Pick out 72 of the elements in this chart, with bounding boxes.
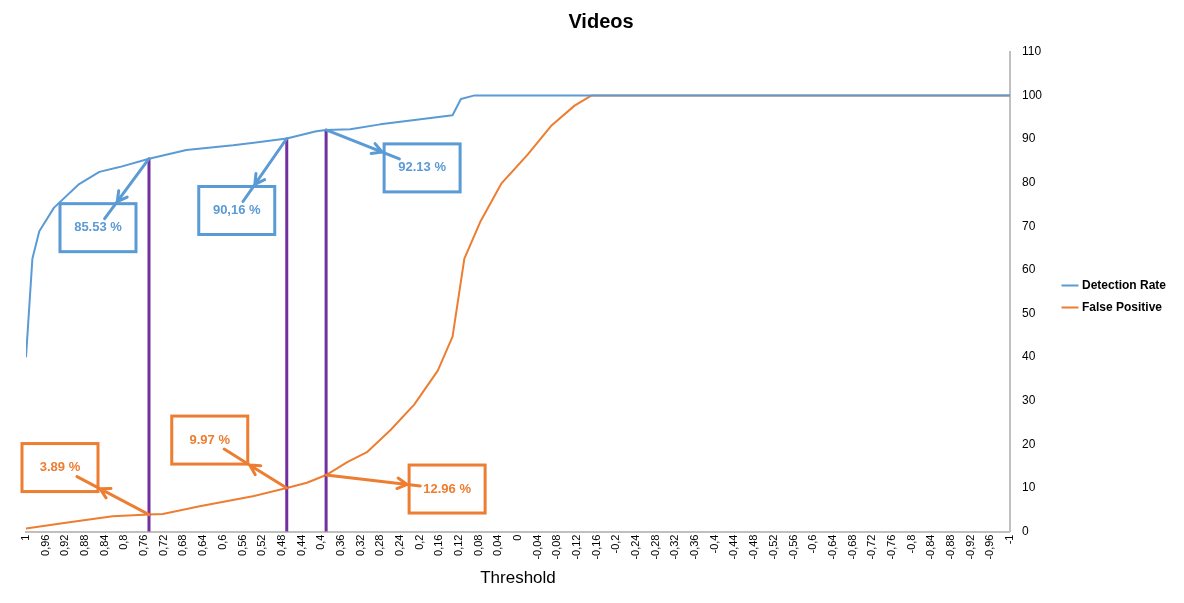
x-tick-label: -0,84 [924,534,937,560]
x-tick-label: -0,92 [963,534,976,560]
x-tick-label: 0,24 [392,534,405,556]
y-tick-label: 10 [1021,480,1036,495]
annotation: 3.89 % [39,459,81,475]
x-tick-label: 0,16 [432,534,445,556]
y-tick-label: 80 [1021,175,1036,190]
x-tick-label: -0,4 [707,534,720,554]
x-tick-label: 0,76 [137,534,150,556]
x-tick-label: 0,6 [215,534,228,550]
y-tick-label: 50 [1021,305,1036,320]
x-tick-label: -0,48 [747,534,760,560]
x-tick-label: 0,12 [451,534,464,556]
x-tick-label: 0,56 [235,534,248,556]
x-tick-label: -0,72 [865,534,878,560]
y-tick-label: 60 [1021,262,1036,277]
x-tick-label: -0,64 [825,534,838,560]
x-tick-label: -0,52 [766,534,779,560]
x-tick-label: 0,88 [78,534,91,556]
y-tick-label: 30 [1021,393,1036,408]
x-tick-label: 0 [511,534,524,541]
x-tick-label: 0,96 [38,534,51,556]
y-tick-label: 110 [1021,44,1042,59]
x-tick-label: 0,08 [471,534,484,556]
annotation: 92.13 % [398,159,447,175]
y-tick-label: 70 [1021,218,1036,233]
x-tick-label: -0,36 [688,534,701,560]
x-tick-label: 0,28 [373,534,386,556]
y-tick-label: 90 [1021,131,1036,146]
x-tick-label: 0,36 [333,534,346,556]
x-tick-label: 0,68 [176,534,189,556]
x-tick-label: 0,04 [491,534,504,556]
x-tick-label: 0,72 [156,534,169,556]
x-tick-label: -0,6 [806,534,819,554]
x-tick-label: -0,96 [983,534,996,560]
x-tick-label: -0,88 [943,534,956,560]
x-tick-label: -0,08 [550,534,563,560]
x-tick-label: -0,28 [648,534,661,560]
annotation: 12.96 % [423,480,472,496]
x-tick-label: -1 [1002,534,1015,545]
x-tick-label: -0,16 [589,534,602,560]
x-tick-label: -0,68 [845,534,858,560]
x-tick-label: -0,12 [570,534,583,560]
annotation: 9.97 % [189,431,231,447]
x-tick-label: -0,24 [629,534,642,560]
y-tick-label: 20 [1021,436,1036,451]
x-tick-label: 0,52 [255,534,268,556]
annotation: 85.53 % [74,219,123,235]
x-tick-label: 0,2 [412,534,425,550]
x-axis-title: Threshold [480,568,556,588]
x-tick-label: 0,44 [294,534,307,556]
y-tick-label: 100 [1021,87,1043,102]
x-tick-label: -0,32 [668,534,681,560]
y-tick-label: 40 [1021,349,1036,364]
x-tick-label: 0,84 [97,534,110,556]
x-tick-label: 0,4 [314,534,327,550]
x-tick-label: -0,76 [884,534,897,560]
x-tick-label: 0,92 [58,534,71,556]
x-tick-label: -0,56 [786,534,799,560]
x-tick-label: -0,44 [727,534,740,560]
x-tick-label: 0,32 [353,534,366,556]
x-tick-label: 1 [19,534,32,541]
x-tick-label: -0,2 [609,534,622,554]
annotation: 90,16 % [212,202,262,218]
legend-label: Detection Rate [1081,277,1167,292]
x-tick-label: -0,8 [904,534,917,554]
x-tick-label: 0,8 [117,534,130,550]
x-tick-label: 0,64 [196,534,209,556]
legend-label: False Positive [1081,299,1163,314]
x-tick-label: 0,48 [274,534,287,556]
chart-title: Videos [568,9,634,32]
x-tick-label: -0,04 [530,534,543,560]
